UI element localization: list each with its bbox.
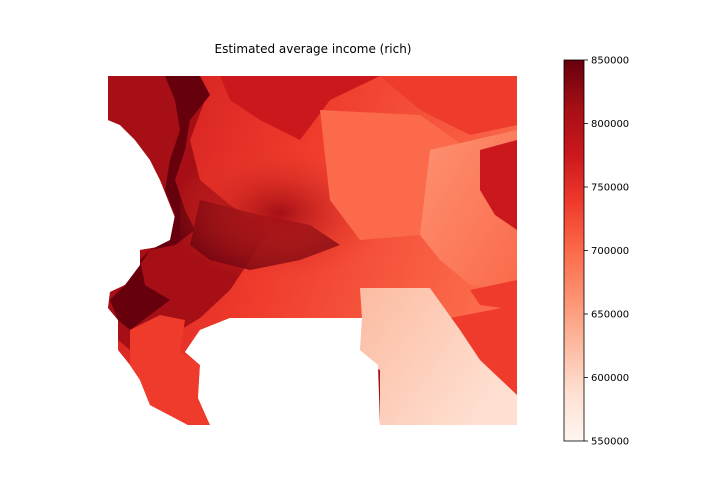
region-peninsula bbox=[130, 315, 210, 425]
region-darkest-ridge bbox=[110, 76, 210, 330]
colorbar-tick-label: 550000 bbox=[591, 437, 629, 448]
region-north-wedge bbox=[220, 76, 380, 140]
region-east-dark-band bbox=[480, 140, 517, 230]
colorbar-tick-label: 700000 bbox=[591, 246, 629, 257]
region-bay-water bbox=[185, 318, 380, 425]
colorbar-tick-label: 600000 bbox=[591, 373, 629, 384]
region-light-fan bbox=[360, 288, 517, 425]
colorbar-gradient bbox=[563, 59, 585, 442]
chart-title: Estimated average income (rich) bbox=[214, 42, 412, 56]
colorbar-tick-label: 800000 bbox=[591, 119, 629, 130]
map-region bbox=[108, 76, 517, 425]
colorbar-ticks: 850000 800000 750000 700000 650000 600000 5500… bbox=[584, 56, 629, 448]
region-northeast bbox=[380, 76, 517, 135]
colorbar-tick-label: 650000 bbox=[591, 310, 629, 321]
colorbar-tick-label: 850000 bbox=[591, 56, 629, 67]
region-east-stripe bbox=[470, 280, 517, 310]
colorbar-tick-label: 750000 bbox=[591, 183, 629, 194]
